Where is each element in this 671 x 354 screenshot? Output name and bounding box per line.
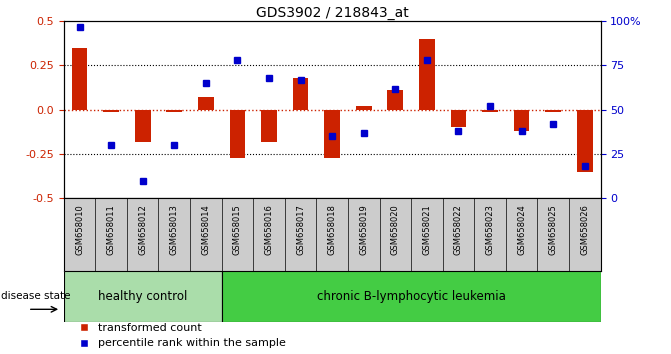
Text: GSM658020: GSM658020 — [391, 204, 400, 255]
Text: disease state: disease state — [1, 291, 70, 302]
Text: GSM658022: GSM658022 — [454, 204, 463, 255]
Bar — [103, 110, 119, 112]
Text: GSM658011: GSM658011 — [107, 204, 115, 255]
Bar — [387, 90, 403, 110]
Bar — [166, 110, 182, 112]
Text: GSM658013: GSM658013 — [170, 204, 178, 255]
Text: GSM658019: GSM658019 — [359, 204, 368, 255]
Text: GSM658012: GSM658012 — [138, 204, 147, 255]
Bar — [64, 271, 221, 322]
Bar — [135, 110, 150, 142]
Title: GDS3902 / 218843_at: GDS3902 / 218843_at — [256, 6, 409, 20]
Text: GSM658021: GSM658021 — [422, 204, 431, 255]
Text: healthy control: healthy control — [98, 290, 187, 303]
Bar — [356, 106, 372, 110]
Text: GSM658025: GSM658025 — [549, 204, 558, 255]
Text: GSM658024: GSM658024 — [517, 204, 526, 255]
Bar — [261, 110, 277, 142]
Bar — [419, 39, 435, 110]
Text: GSM658018: GSM658018 — [327, 204, 337, 255]
Bar — [293, 78, 309, 110]
Text: GSM658026: GSM658026 — [580, 204, 589, 255]
Bar — [229, 110, 246, 158]
Bar — [514, 110, 529, 131]
Text: chronic B-lymphocytic leukemia: chronic B-lymphocytic leukemia — [317, 290, 505, 303]
Text: GSM658015: GSM658015 — [233, 204, 242, 255]
Legend: transformed count, percentile rank within the sample: transformed count, percentile rank withi… — [72, 323, 286, 348]
Text: GSM658016: GSM658016 — [264, 204, 274, 255]
Text: GSM658014: GSM658014 — [201, 204, 210, 255]
Text: GSM658023: GSM658023 — [486, 204, 495, 255]
Bar — [546, 110, 561, 112]
Bar — [198, 97, 214, 110]
Text: GSM658017: GSM658017 — [296, 204, 305, 255]
Bar — [221, 271, 601, 322]
Bar — [450, 110, 466, 127]
Bar — [577, 110, 592, 172]
Text: GSM658010: GSM658010 — [75, 204, 84, 255]
Bar — [482, 110, 498, 112]
Bar — [72, 48, 87, 110]
Bar — [324, 110, 340, 158]
